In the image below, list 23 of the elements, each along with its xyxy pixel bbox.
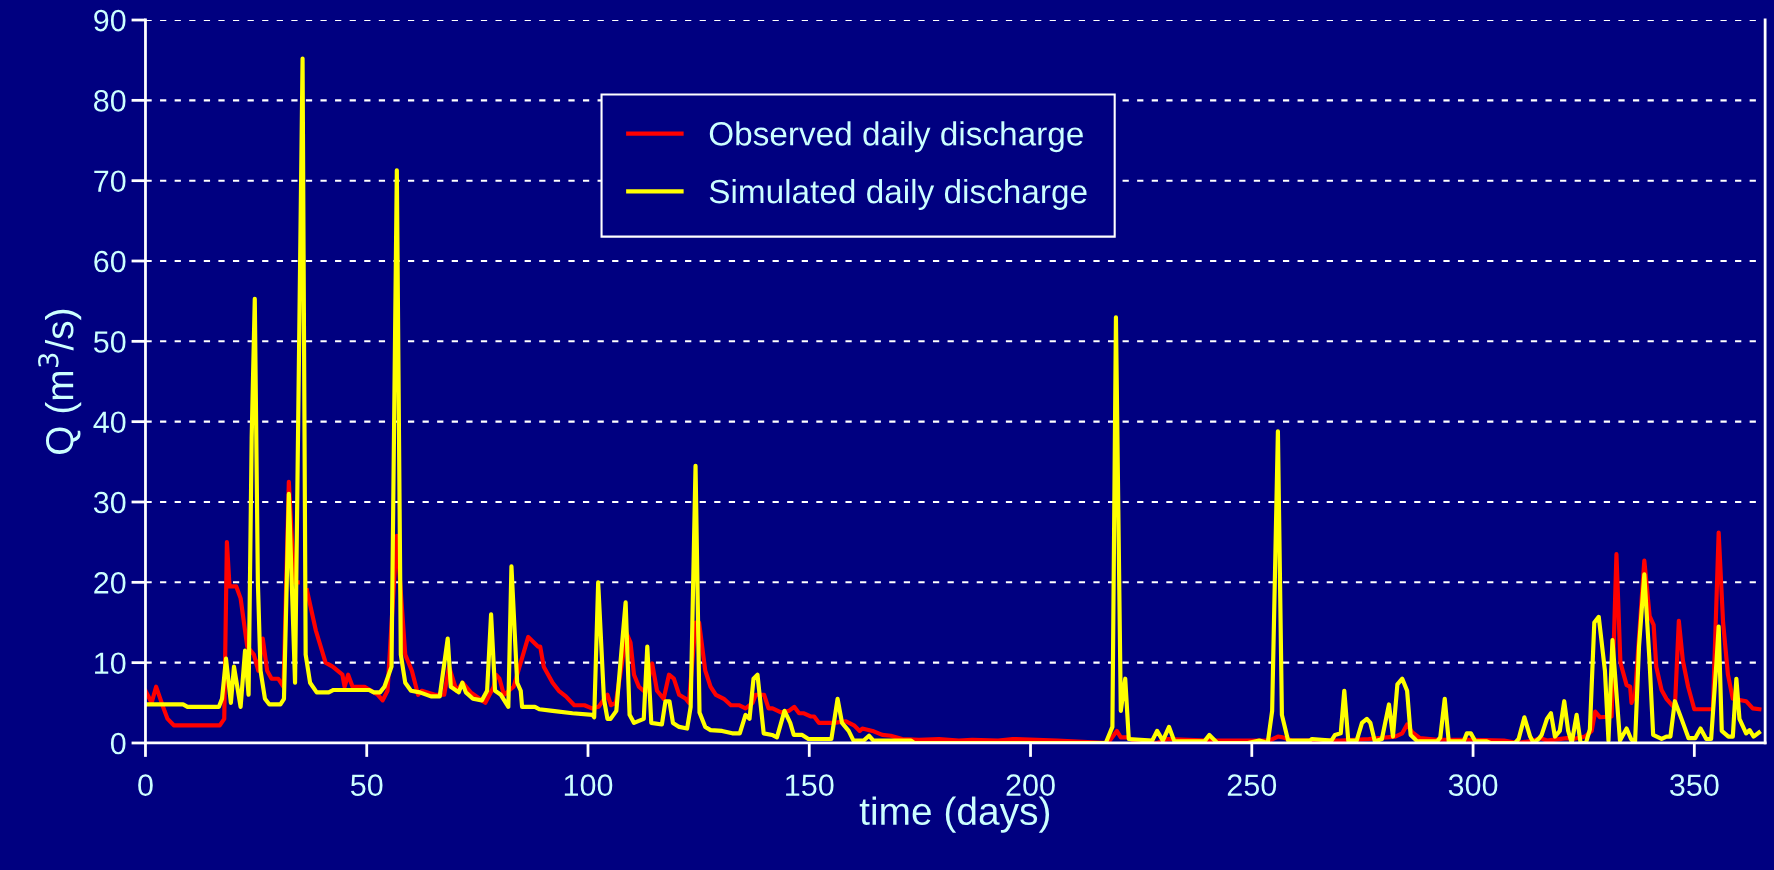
legend-label: Simulated daily discharge xyxy=(709,178,1087,210)
y-tick-label: 10 xyxy=(95,652,126,675)
line-series xyxy=(145,56,1762,743)
y-tick-label: 90 xyxy=(94,9,126,32)
y-tick-label: 60 xyxy=(94,250,126,273)
y-axis-title: Q (m$^{3}$/s) xyxy=(38,309,82,454)
x-axis-title: time (days) xyxy=(859,796,1050,833)
y-tick-label: 50 xyxy=(93,331,126,353)
x-tick-label: 100 xyxy=(564,774,613,796)
x-tick-label: 200 xyxy=(1006,774,1055,796)
x-tick-label: 350 xyxy=(1670,774,1719,796)
x-tick-label: 0 xyxy=(138,774,153,796)
x-tick-label: 150 xyxy=(786,774,834,796)
y-tick-label: 80 xyxy=(94,90,126,112)
y-tick-label: 20 xyxy=(94,572,126,594)
y-tick-label: 0 xyxy=(110,732,126,755)
y-tick-label: 40 xyxy=(93,411,126,434)
x-tick-label: 250 xyxy=(1227,774,1277,796)
x-tick-label: 300 xyxy=(1448,774,1498,796)
y-tick-label: 70 xyxy=(94,170,126,193)
legend-label: Observed daily discharge xyxy=(709,121,1083,153)
y-tick-label: 30 xyxy=(93,491,126,514)
x-tick-label: 50 xyxy=(350,774,383,796)
